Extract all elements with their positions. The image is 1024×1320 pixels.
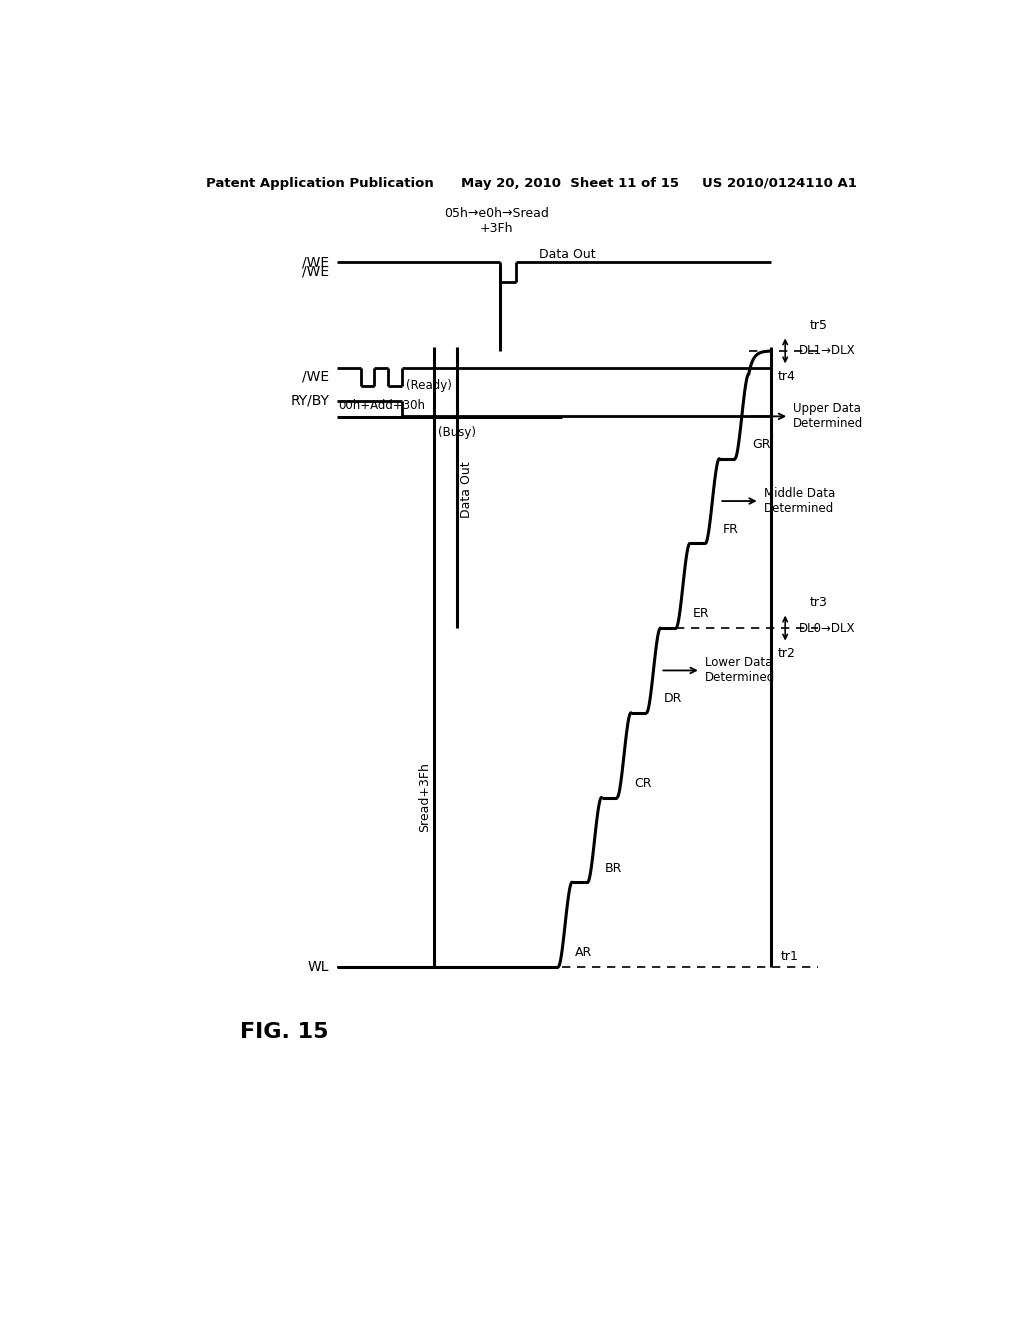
Text: Lower Data
Determined: Lower Data Determined xyxy=(705,656,775,685)
Text: 00h+Add+30h: 00h+Add+30h xyxy=(338,400,425,412)
Text: tr1: tr1 xyxy=(780,950,799,964)
Text: Sread+3Fh: Sread+3Fh xyxy=(419,763,431,833)
Text: WL: WL xyxy=(308,960,330,974)
Text: Patent Application Publication: Patent Application Publication xyxy=(206,177,433,190)
Text: DR: DR xyxy=(664,692,682,705)
Text: Data Out: Data Out xyxy=(539,248,595,261)
Text: /WE: /WE xyxy=(302,265,330,279)
Text: DL0→DLX: DL0→DLX xyxy=(799,622,855,635)
Text: AR: AR xyxy=(575,946,593,960)
Text: (Ready): (Ready) xyxy=(407,379,453,392)
Text: ER: ER xyxy=(693,607,710,620)
Text: /WE: /WE xyxy=(302,370,330,384)
Text: /WE: /WE xyxy=(302,255,330,269)
Text: US 2010/0124110 A1: US 2010/0124110 A1 xyxy=(701,177,856,190)
Text: Data Out: Data Out xyxy=(460,461,473,517)
Text: DL1→DLX: DL1→DLX xyxy=(799,345,855,358)
Text: CR: CR xyxy=(634,776,651,789)
Text: GR: GR xyxy=(752,438,770,451)
Text: Upper Data
Determined: Upper Data Determined xyxy=(793,403,863,430)
Text: RY/BY: RY/BY xyxy=(291,393,330,408)
Text: 05h→e0h→Sread
+3Fh: 05h→e0h→Sread +3Fh xyxy=(443,207,549,235)
Text: tr3: tr3 xyxy=(810,595,827,609)
Text: tr5: tr5 xyxy=(810,318,828,331)
Text: BR: BR xyxy=(604,862,622,875)
Text: (Busy): (Busy) xyxy=(437,425,475,438)
Text: tr2: tr2 xyxy=(777,647,796,660)
Text: May 20, 2010  Sheet 11 of 15: May 20, 2010 Sheet 11 of 15 xyxy=(461,177,679,190)
Text: Middle Data
Determined: Middle Data Determined xyxy=(764,487,835,515)
Text: tr4: tr4 xyxy=(777,370,796,383)
Text: FR: FR xyxy=(722,523,738,536)
Text: FIG. 15: FIG. 15 xyxy=(241,1023,329,1043)
